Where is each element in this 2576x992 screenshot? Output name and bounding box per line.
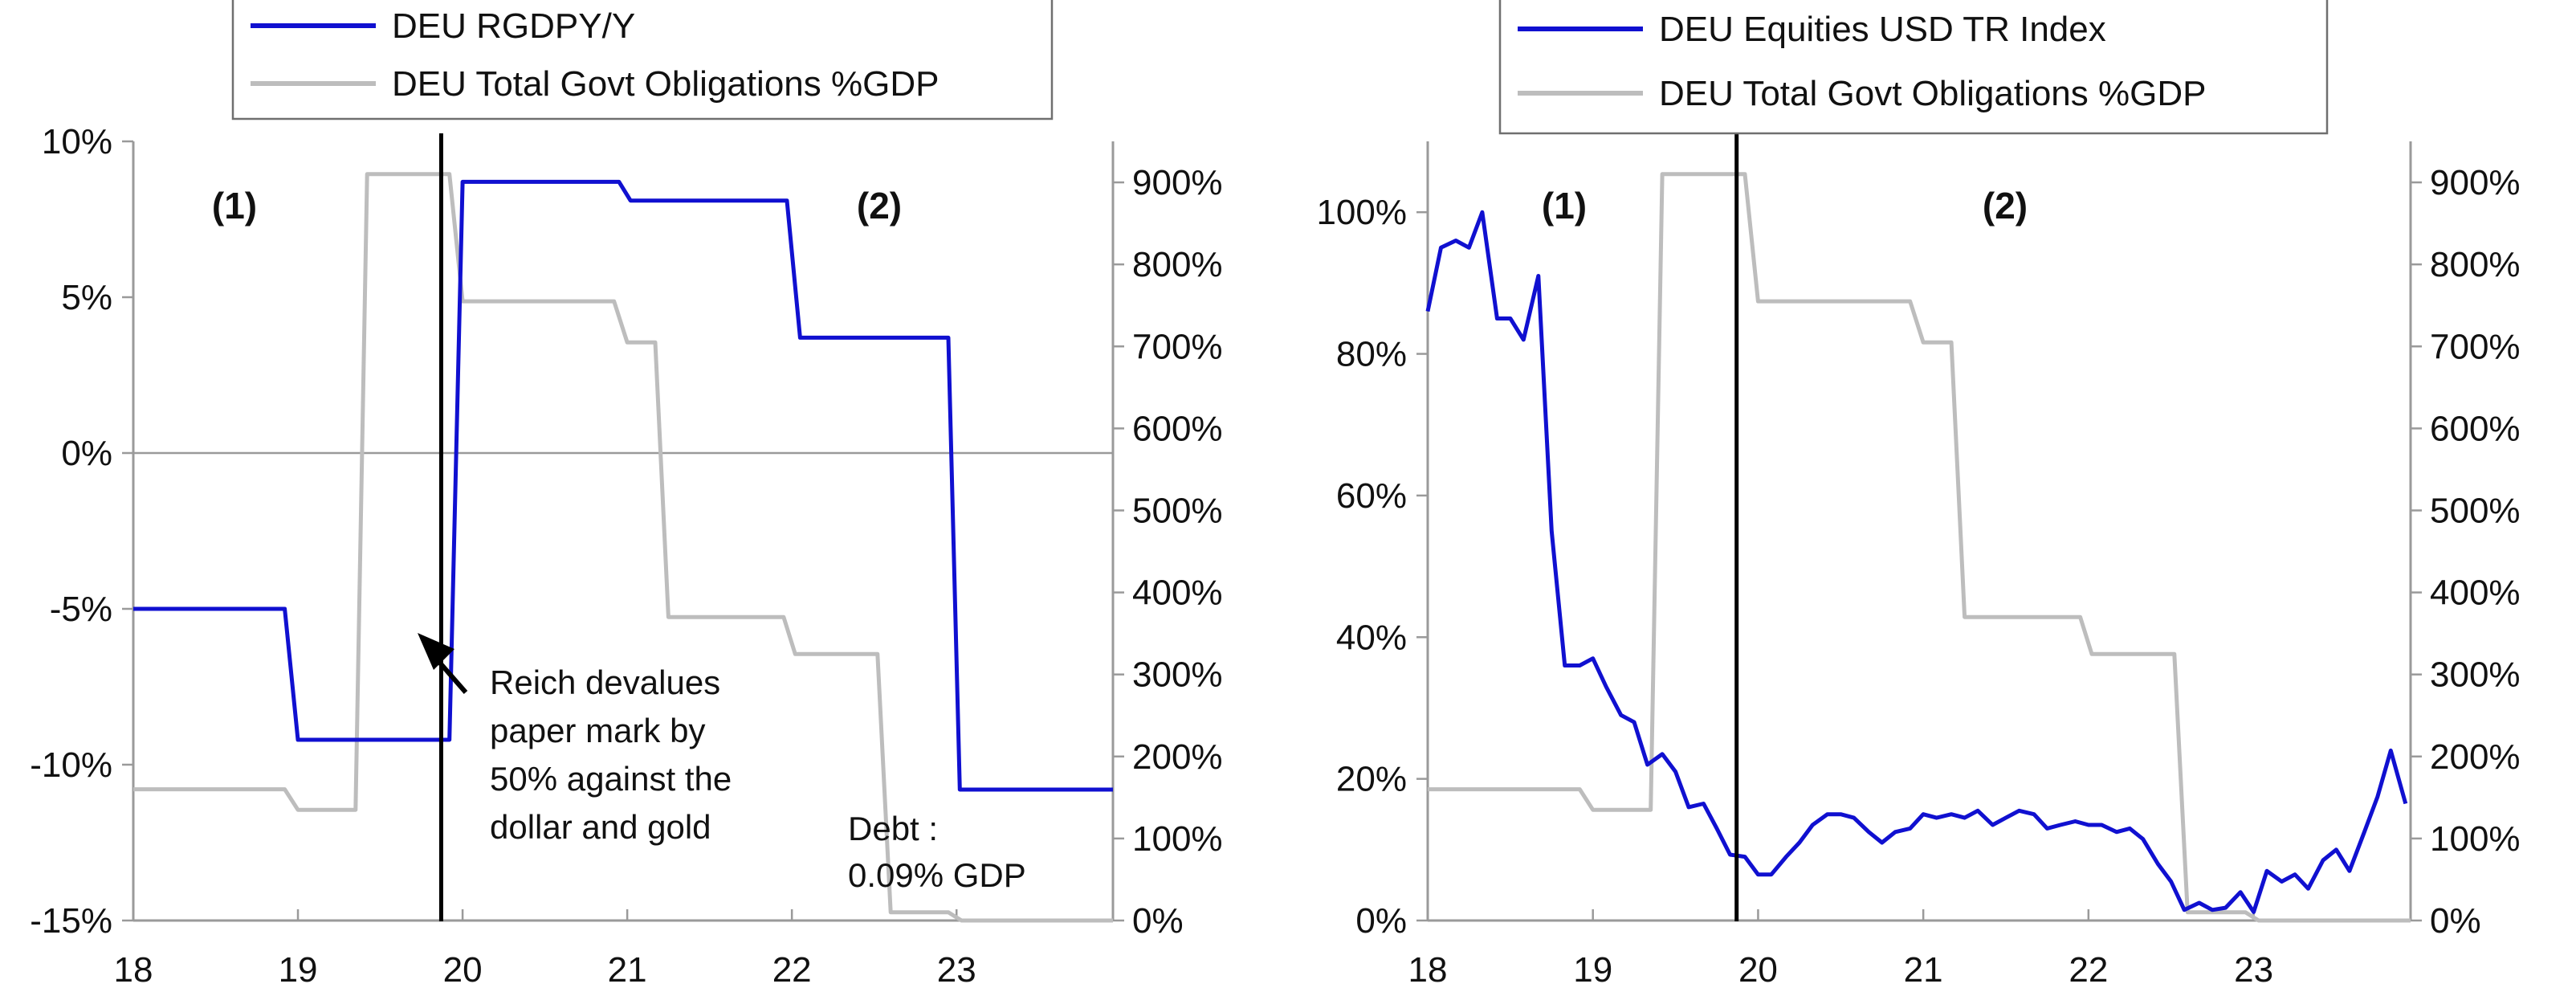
- right-tick-label: 400%: [1132, 574, 1223, 613]
- left-tick-label: 100%: [1316, 193, 1407, 232]
- x-tick-label: 20: [1738, 950, 1778, 990]
- right-tick-label: 800%: [2430, 245, 2521, 284]
- left-tick-label: 10%: [42, 122, 112, 161]
- debt-annotation-line: 0.09% GDP: [848, 856, 1026, 894]
- x-tick-label: 22: [772, 950, 812, 990]
- debt-annotation-line: Debt :: [848, 810, 938, 847]
- x-tick-label: 19: [279, 950, 318, 990]
- right-tick-label: 200%: [1132, 737, 1223, 777]
- right-tick-label: 900%: [1132, 163, 1223, 202]
- right-tick-label: 900%: [2430, 163, 2521, 202]
- right-tick-label: 100%: [1132, 819, 1223, 859]
- legend-label: DEU Equities USD TR Index: [1659, 10, 2106, 49]
- legend-box: [231, 0, 1054, 120]
- left-tick-label: -10%: [30, 745, 112, 785]
- x-tick-label: 21: [1904, 950, 1943, 990]
- left-tick-label: 5%: [61, 278, 112, 317]
- series-line-equities: [1425, 210, 2408, 914]
- right-tick-label: 300%: [1132, 655, 1223, 695]
- right-tick-label: 400%: [2430, 574, 2521, 613]
- left-tick-label: 0%: [1355, 901, 1407, 941]
- region-label: (1): [1542, 185, 1587, 227]
- right-tick-label: 800%: [1132, 245, 1223, 284]
- right-tick-label: 300%: [2430, 655, 2521, 695]
- x-tick-label: 18: [114, 950, 153, 990]
- right-tick-label: 200%: [2430, 737, 2521, 777]
- legend-label: DEU RGDPY/Y: [392, 6, 635, 46]
- annotation-text-line: Reich devalues: [490, 663, 720, 701]
- region-label: (1): [212, 185, 257, 227]
- legend-box: [1498, 0, 2329, 135]
- left-tick-label: 20%: [1336, 760, 1407, 799]
- left-tick-label: 40%: [1336, 618, 1407, 657]
- legend-label: DEU Total Govt Obligations %GDP: [1659, 74, 2206, 113]
- left-tick-label: 80%: [1336, 335, 1407, 374]
- chart-1: 10% 5% 0% -5% -10% -15% 900% 800% 700% 600% 500% 40…: [30, 0, 1223, 990]
- x-tick-label: 23: [2234, 950, 2273, 990]
- right-tick-label: 700%: [1132, 327, 1223, 366]
- x-tick-label: 21: [608, 950, 647, 990]
- chart-2: 100% 80% 60% 40% 20% 0% 900% 800% 700% 600% 500% 40…: [1316, 0, 2521, 990]
- right-tick-label: 600%: [1132, 409, 1223, 448]
- annotation-text-line: 50% against the: [490, 760, 732, 798]
- x-tick-label: 18: [1408, 950, 1448, 990]
- x-tick-label: 22: [2069, 950, 2108, 990]
- left-tick-label: 0%: [61, 434, 112, 473]
- left-tick-label: 60%: [1336, 476, 1407, 516]
- right-tick-label: 700%: [2430, 327, 2521, 366]
- annotation-arrow-shaft: [435, 659, 468, 694]
- x-tick-label: 23: [937, 950, 976, 990]
- x-tick-label: 20: [443, 950, 483, 990]
- right-tick-label: 500%: [1132, 491, 1223, 530]
- series-line-govt-obligations: [133, 172, 1113, 923]
- annotation-text-line: dollar and gold: [490, 808, 711, 846]
- region-label: (2): [1983, 185, 2028, 227]
- annotation-text-line: paper mark by: [490, 712, 705, 749]
- annotation-arrowhead: [418, 633, 454, 670]
- series-line-govt-obligations: [1428, 172, 2411, 923]
- legend-label: DEU Total Govt Obligations %GDP: [392, 64, 939, 104]
- right-tick-label: 0%: [1132, 901, 1184, 941]
- region-label: (2): [857, 185, 902, 227]
- left-tick-label: -5%: [50, 590, 112, 629]
- left-tick-label: -15%: [30, 901, 112, 941]
- right-tick-label: 500%: [2430, 491, 2521, 530]
- series-line-rgdp: [133, 179, 1113, 792]
- x-tick-label: 19: [1573, 950, 1612, 990]
- right-tick-label: 0%: [2430, 901, 2481, 941]
- right-tick-label: 600%: [2430, 409, 2521, 448]
- right-tick-label: 100%: [2430, 819, 2521, 859]
